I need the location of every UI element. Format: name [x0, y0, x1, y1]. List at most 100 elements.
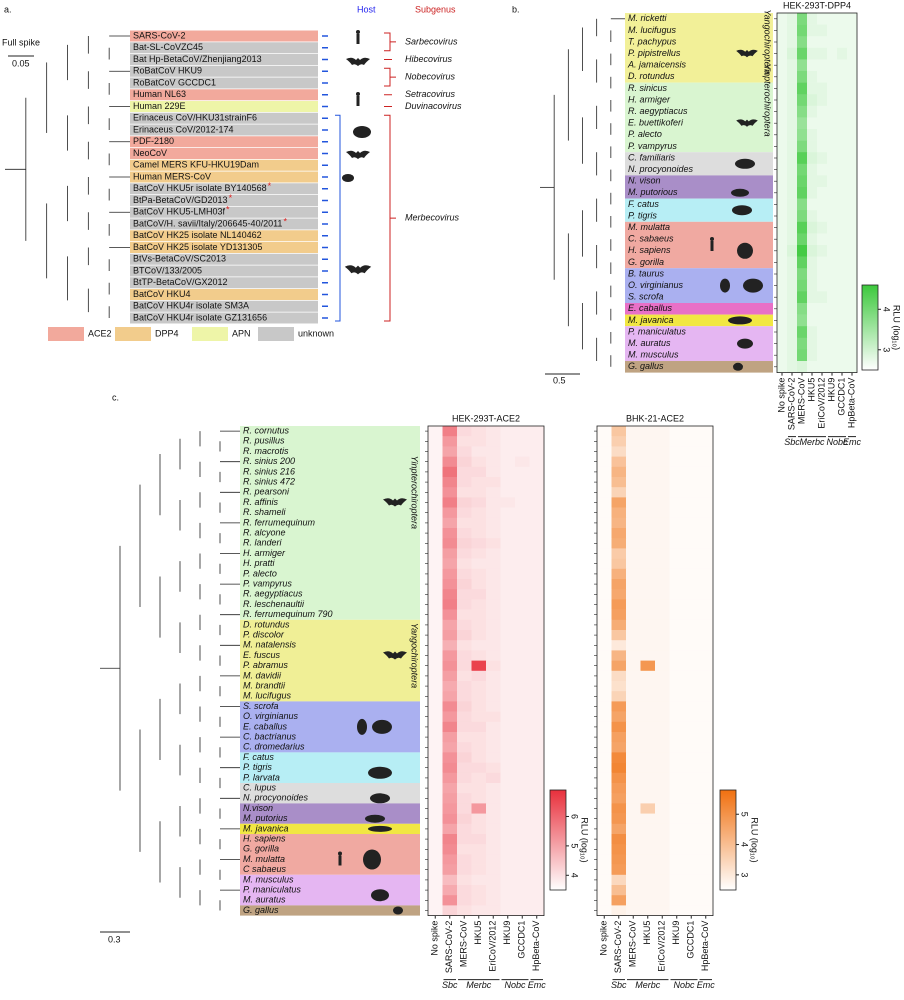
heatmap-cell: [684, 466, 699, 478]
heatmap-cell: [847, 94, 858, 107]
heatmap-cell: [847, 24, 858, 37]
heatmap-cell: [457, 793, 472, 804]
receptor-box: [130, 159, 318, 171]
heatmap-cell: [597, 670, 612, 682]
heatmap-cell: [655, 803, 670, 814]
heatmap-cell: [698, 874, 714, 886]
heatmap-cell: [515, 691, 530, 702]
heatmap-cell: [847, 221, 858, 234]
heatmap-cell: [529, 670, 545, 682]
heatmap-cell: [442, 568, 458, 580]
heatmap-cell: [515, 783, 530, 794]
heatmap-cell: [611, 701, 627, 712]
heatmap-cell: [442, 834, 458, 845]
heatmap-cell: [684, 507, 699, 519]
heatmap-cell: [797, 221, 808, 234]
heatmap-cell: [655, 681, 670, 692]
heatmap-cell: [428, 619, 443, 631]
heatmap-cell: [787, 152, 798, 165]
heatmap-cell: [640, 477, 656, 488]
heatmap-cell: [626, 436, 641, 447]
heatmap-cell: [669, 507, 685, 519]
heatmap-cell: [611, 538, 627, 549]
heatmap-cell: [777, 82, 788, 95]
heatmap-cell: [640, 895, 656, 906]
heatmap-cell: [486, 844, 501, 855]
heatmap-cell: [597, 721, 612, 733]
heatmap-cell: [486, 426, 501, 437]
heatmap-cell: [457, 844, 472, 855]
heatmap-cell: [597, 660, 612, 672]
heatmap-cell: [640, 681, 656, 692]
heatmap-cell: [486, 823, 501, 835]
heatmap-cell: [471, 681, 487, 692]
heatmap-cell: [515, 558, 530, 570]
receptor-box: [130, 136, 318, 148]
heatmap-cell: [428, 446, 443, 457]
heatmap-cell: [655, 477, 670, 488]
heatmap-cell: [669, 446, 685, 457]
colorbar-tick-label: 6: [570, 814, 580, 819]
heatmap-cell: [684, 681, 699, 692]
human-icon: [710, 237, 714, 241]
heatmap-cell: [698, 701, 714, 712]
heatmap-cell: [428, 691, 443, 702]
heatmap-cell: [500, 854, 516, 865]
heatmap-cell: [500, 670, 516, 682]
animal-icon: [365, 814, 385, 823]
heatmap-cell: [827, 129, 838, 141]
heatmap-cell: [827, 187, 838, 199]
heatmap-cell: [457, 640, 472, 651]
heatmap-cell: [807, 129, 818, 141]
human-icon: [338, 851, 342, 856]
heatmap-cell: [611, 446, 627, 457]
heatmap-cell: [817, 47, 828, 60]
heatmap-cell: [655, 742, 670, 753]
heatmap-cell: [684, 813, 699, 825]
species-label: R. sinius 472: [243, 476, 295, 486]
heatmap-cell: [827, 279, 838, 292]
heatmap-cell: [684, 630, 699, 641]
subgenus-abbr: Merbc: [799, 437, 825, 447]
heatmap-cell: [817, 349, 828, 362]
column-label: HKU9: [671, 921, 681, 945]
heatmap-cell: [626, 558, 641, 570]
species-label: M. auratus: [628, 338, 671, 348]
heatmap-cell: [515, 589, 530, 600]
heatmap-cell: [515, 446, 530, 457]
heatmap-cell: [442, 874, 458, 886]
heatmap-cell: [428, 681, 443, 692]
heatmap-cell: [655, 670, 670, 682]
heatmap-cell: [515, 905, 530, 916]
group-band: [240, 426, 420, 620]
heatmap-cell: [655, 793, 670, 804]
heatmap-cell: [486, 752, 501, 763]
heatmap-cell: [611, 721, 627, 733]
heatmap-cell: [471, 599, 487, 610]
animal-icon: [372, 719, 392, 734]
heatmap-cell: [787, 337, 798, 350]
heatmap-cell: [837, 198, 848, 211]
heatmap-cell: [698, 793, 714, 804]
heatmap-cell: [807, 256, 818, 269]
heatmap-cell: [515, 477, 530, 488]
heatmap-cell: [457, 721, 472, 733]
heatmap-cell: [817, 256, 828, 269]
heatmap-cell: [669, 854, 685, 865]
leaf-label: Erinaceus CoV/HKU31strainF6: [133, 113, 257, 123]
heatmap-cell: [471, 813, 487, 825]
heatmap-cell: [486, 660, 501, 672]
human-icon: [710, 241, 714, 251]
heatmap-cell: [837, 105, 848, 118]
heatmap-cell: [698, 589, 714, 600]
heatmap-cell: [442, 456, 458, 468]
heatmap-cell: [529, 681, 545, 692]
heatmap-cell: [655, 507, 670, 519]
heatmap-cell: [827, 361, 838, 373]
heatmap-cell: [669, 732, 685, 743]
heatmap-cell: [684, 691, 699, 702]
heatmap-cell: [847, 279, 858, 292]
animal-icon: [737, 242, 753, 259]
heatmap-cell: [500, 487, 516, 498]
heatmap-cell: [698, 772, 714, 784]
